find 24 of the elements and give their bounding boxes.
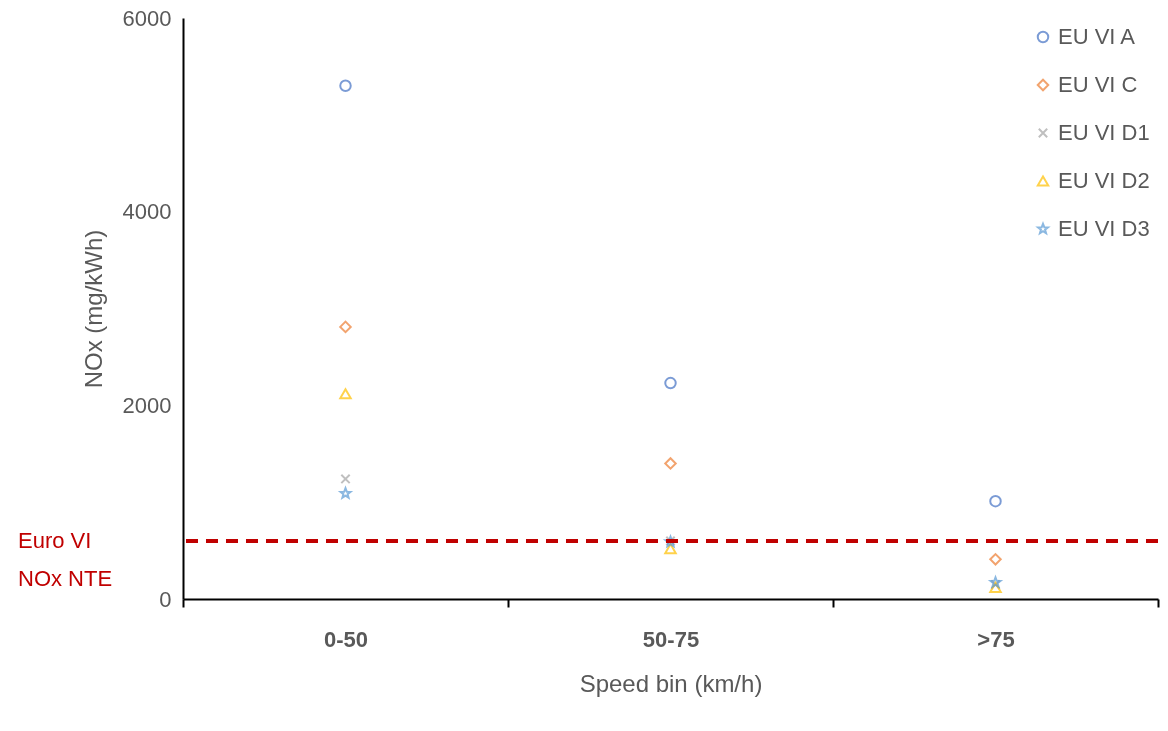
point xyxy=(339,79,352,93)
point xyxy=(340,473,351,485)
legend-label: EU VI D1 xyxy=(1058,120,1150,145)
point xyxy=(989,553,1002,566)
x-tick-label: 50-75 xyxy=(642,626,700,652)
y-tick-label: 4000 xyxy=(122,199,172,225)
point xyxy=(664,457,677,470)
point xyxy=(664,543,677,555)
legend-label: EU VI D2 xyxy=(1058,168,1150,193)
y-axis-title: NOx (mg/kWh) xyxy=(79,229,107,389)
point xyxy=(339,388,352,400)
x-axis-title: Speed bin (km/h) xyxy=(579,669,763,697)
x-tick-label: 0-50 xyxy=(323,626,369,652)
legend-label: EU VI A xyxy=(1058,24,1136,49)
y-tick-label: 0 xyxy=(159,586,172,612)
legend-label: EU VI C xyxy=(1058,72,1138,97)
y-tick-label: 2000 xyxy=(122,392,172,418)
point xyxy=(339,320,352,334)
ref-line-label: Euro VI NOx NTE xyxy=(18,527,113,591)
x-tick-label: >75 xyxy=(977,626,1015,652)
legend-label: EU VI D3 xyxy=(1058,216,1150,241)
point xyxy=(989,494,1002,508)
point xyxy=(664,376,677,390)
y-tick-label: 6000 xyxy=(122,5,172,31)
